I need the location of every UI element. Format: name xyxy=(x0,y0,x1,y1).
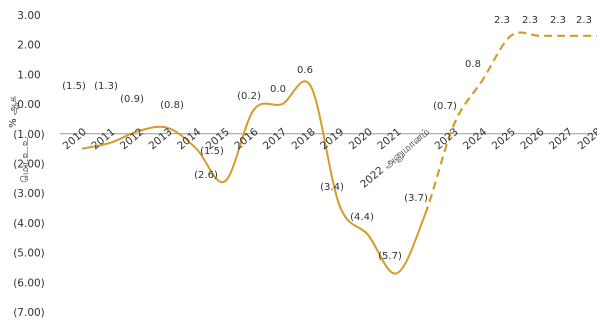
gdp-line-forecast xyxy=(424,31,597,215)
data-label: (3.4) xyxy=(320,182,344,193)
x-tick-label: 2011 xyxy=(89,126,117,152)
x-tick-label: 2018 xyxy=(290,126,318,152)
data-label: 2.3 xyxy=(576,15,592,26)
y-tick-label: 2.00 xyxy=(17,40,40,52)
y-tick-label: (3.00) xyxy=(13,188,45,200)
series-lines xyxy=(81,31,597,275)
x-tick-label: 2025 xyxy=(490,126,518,152)
y-tick-label: (7.00) xyxy=(13,307,45,319)
data-label: 0.0 xyxy=(270,84,286,95)
y-tick-label: 3.00 xyxy=(17,10,40,22)
data-label: 0.8 xyxy=(465,59,481,70)
data-label: (2.6) xyxy=(194,170,218,181)
y-tick-label: (2.00) xyxy=(13,159,45,171)
x-tick-label: 2024 xyxy=(461,126,489,153)
x-tick-label: 2017 xyxy=(261,126,289,152)
data-label: (1.5) xyxy=(62,81,86,92)
data-label: 0.6 xyxy=(297,65,313,76)
data-label: (0.8) xyxy=(160,100,184,111)
y-axis-title-line: % ஆக xyxy=(8,96,19,128)
data-label: (0.7) xyxy=(433,101,457,112)
x-tick-label: 2028 xyxy=(576,126,597,152)
data-label: (0.9) xyxy=(120,94,144,105)
data-label: 2.3 xyxy=(522,15,538,26)
y-axis-ticks: 3.00 2.00 1.00 0.00 (1.00) (2.00) (3.00) (4.00)… xyxy=(13,10,45,319)
y-tick-label: 1.00 xyxy=(17,69,40,81)
y-axis-title: % ஆகமொ.உ.உ xyxy=(8,96,31,183)
data-label: 2.3 xyxy=(550,15,566,26)
data-labels: (1.5) (1.3)(0.9) (0.8) (1.5) (2.6) (0.2) 0.0 0.… xyxy=(62,15,592,262)
data-label: (4.4) xyxy=(350,212,374,223)
gdp-line-actual xyxy=(81,80,427,275)
y-tick-label: (1.00) xyxy=(13,129,45,141)
y-axis-title-line: மொ.உ.உ xyxy=(20,137,31,183)
data-label: (5.7) xyxy=(378,251,402,262)
y-tick-label: (4.00) xyxy=(13,218,45,230)
y-tick-label: (5.00) xyxy=(13,248,45,260)
y-tick-label: 0.00 xyxy=(17,99,40,111)
data-label: (1.3) xyxy=(94,81,118,92)
data-label: (1.5) xyxy=(200,146,224,157)
data-label: (3.7) xyxy=(404,193,428,204)
x-tick-label: 2027 xyxy=(547,126,575,152)
data-label: 2.3 xyxy=(494,15,510,26)
y-tick-label: (6.00) xyxy=(13,277,45,289)
data-label: (0.2) xyxy=(237,91,261,102)
x-tick-label: 2016 xyxy=(232,126,260,153)
x-tick-label: 2026 xyxy=(518,126,546,153)
x-tick-label: 2020 xyxy=(347,126,375,152)
